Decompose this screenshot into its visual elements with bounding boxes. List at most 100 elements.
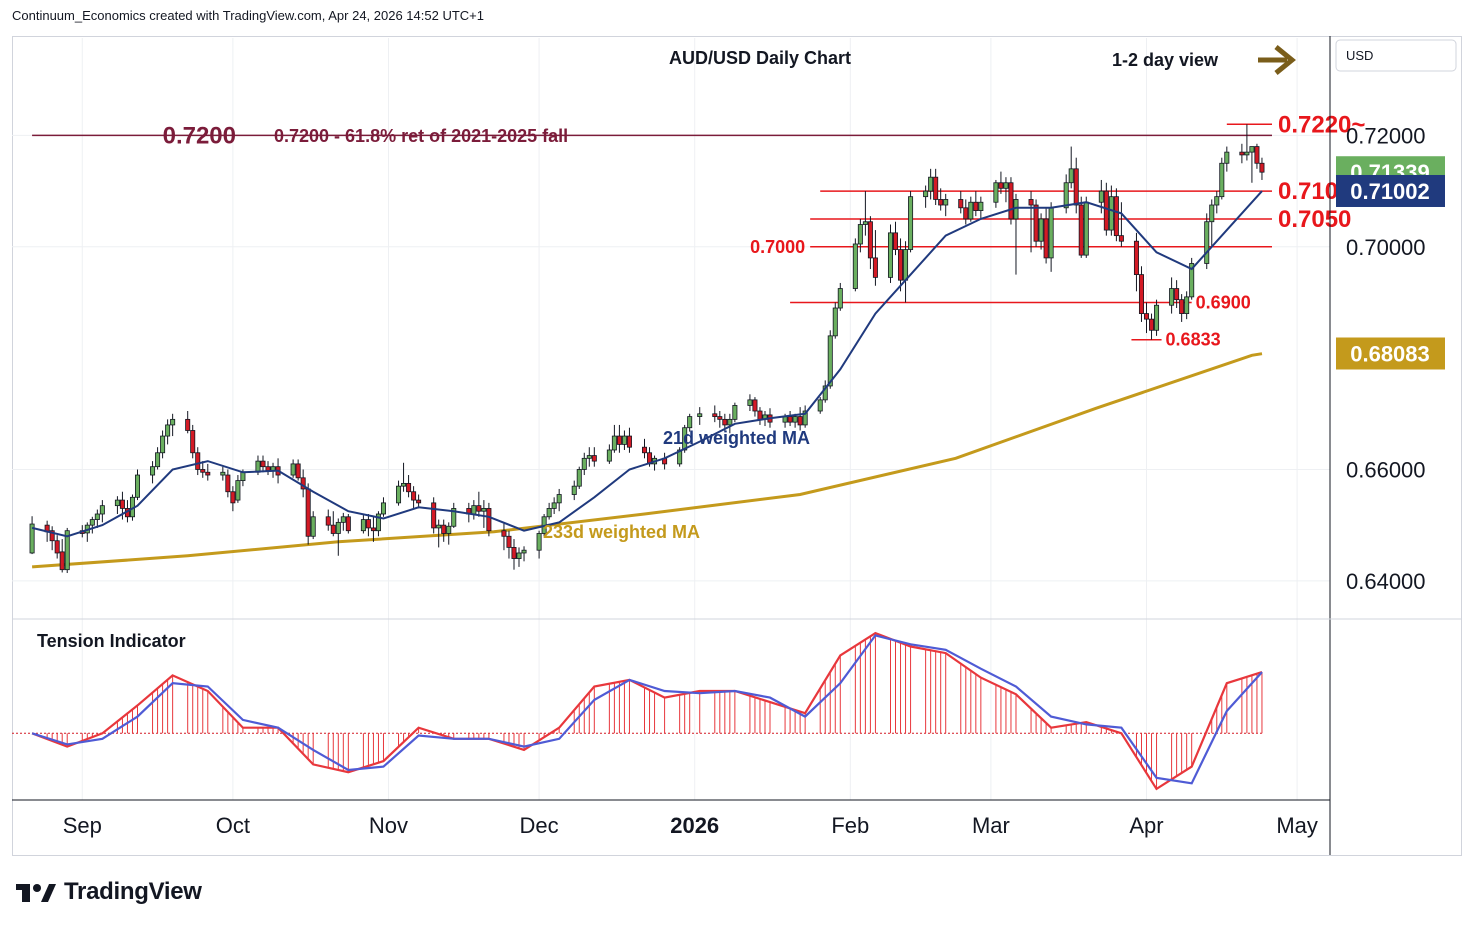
tension-slow-line xyxy=(31,634,1263,785)
candle-body xyxy=(1073,168,1079,206)
candle-body xyxy=(1133,240,1139,276)
candle-body xyxy=(185,418,191,431)
ma21-line xyxy=(31,190,1263,538)
candle-body xyxy=(802,410,808,426)
candle-body xyxy=(903,249,909,281)
candle-body xyxy=(586,455,592,459)
candle-body xyxy=(150,466,156,476)
candle-body xyxy=(340,516,346,523)
candle-body xyxy=(963,207,969,220)
candle-body xyxy=(797,416,803,426)
axes-layer: 0.72000 0.70000 0.66000 0.64000 Sep Oct Nov Dec… xyxy=(12,36,1462,855)
candle-body xyxy=(787,416,793,423)
candle-body xyxy=(1098,190,1104,203)
candle-body xyxy=(335,521,341,534)
x-tick-label: Oct xyxy=(216,813,250,838)
candle-body xyxy=(677,449,683,465)
ma233-label: 233d weighted MA xyxy=(543,522,700,542)
price-badge xyxy=(1336,174,1445,207)
candle-body xyxy=(998,182,1004,189)
y-tick-label: 0.64000 xyxy=(1346,569,1426,594)
x-tick-label: Apr xyxy=(1129,813,1163,838)
candle-body xyxy=(606,449,612,462)
candle-body xyxy=(441,524,447,534)
candle-body xyxy=(516,552,522,559)
candle-body xyxy=(1209,204,1215,223)
candle-body xyxy=(1068,168,1074,184)
candle-body xyxy=(792,416,798,423)
price-badge xyxy=(1336,337,1445,370)
level-06900-label: 0.6900 xyxy=(1196,292,1251,312)
candle-body xyxy=(546,508,552,518)
candle-body xyxy=(446,525,452,534)
currency-button[interactable]: USD xyxy=(1335,39,1457,72)
candle-body xyxy=(1048,207,1054,259)
level-06833-label: 0.6833 xyxy=(1166,330,1221,350)
candle-body xyxy=(436,524,442,529)
arrow-right-icon xyxy=(1258,45,1296,75)
x-tick-label: Mar xyxy=(972,813,1010,838)
candle-body xyxy=(642,446,648,454)
candle-body xyxy=(416,499,422,504)
tension-fast-line xyxy=(31,631,1263,791)
tradingview-logo[interactable]: TradingView xyxy=(16,878,202,906)
candle-body xyxy=(832,307,838,337)
candle-body xyxy=(1028,199,1034,206)
candle-body xyxy=(1144,313,1150,320)
candle-body xyxy=(621,435,627,445)
candle-body xyxy=(732,405,738,420)
candle-body xyxy=(1113,196,1119,237)
level-07200-label: 0.7200 xyxy=(163,122,236,149)
x-tick-label: Dec xyxy=(520,813,559,838)
candle-body xyxy=(380,502,386,515)
candle-body xyxy=(687,416,693,429)
tension-layer xyxy=(12,631,1263,791)
candle-body xyxy=(978,201,984,211)
candle-body xyxy=(752,399,758,412)
chart-title: AUD/USD Daily Chart xyxy=(669,48,851,68)
candle-body xyxy=(370,527,376,532)
candle-body xyxy=(230,491,236,504)
candle-body xyxy=(872,257,878,278)
candle-body xyxy=(1174,288,1180,301)
candle-body xyxy=(325,516,331,526)
candle-body xyxy=(923,190,929,198)
candle-body xyxy=(1239,151,1245,156)
candle-body xyxy=(1204,221,1210,264)
candle-body xyxy=(290,463,296,476)
candle-body xyxy=(401,482,407,487)
x-tick-label: Feb xyxy=(831,813,869,838)
candle-body xyxy=(165,424,171,437)
candle-body xyxy=(581,457,587,470)
candle-body xyxy=(310,516,316,537)
currency-label: USD xyxy=(1346,48,1373,63)
candle-body xyxy=(501,530,507,537)
candle-body xyxy=(1244,151,1250,156)
candle-body xyxy=(958,199,964,209)
candle-body xyxy=(1063,182,1069,209)
candle-body xyxy=(195,452,201,470)
candle-body xyxy=(852,243,858,289)
candle-body xyxy=(1259,162,1265,173)
candle-body xyxy=(471,505,477,515)
candle-body xyxy=(722,418,728,426)
candle-body xyxy=(1043,218,1049,259)
candle-body xyxy=(1254,146,1260,164)
x-tick-label: 2026 xyxy=(670,813,719,838)
candle-body xyxy=(54,540,60,554)
candle-body xyxy=(1224,151,1230,164)
candle-body xyxy=(411,491,417,501)
candle-body xyxy=(160,435,166,454)
tension-title: Tension Indicator xyxy=(37,631,186,651)
level-lines: 0.7200 0.7220~0.71000.70500.70000.69000.6… xyxy=(32,111,1365,350)
candle-body xyxy=(1184,296,1190,314)
y-tick-label: 0.72000 xyxy=(1346,123,1426,148)
candle-body xyxy=(406,482,412,493)
candle-body xyxy=(375,513,381,532)
candle-body xyxy=(365,519,371,529)
ma21-label: 21d weighted MA xyxy=(663,428,810,448)
candle-body xyxy=(170,418,176,426)
candle-body xyxy=(968,201,974,220)
candle-body xyxy=(908,196,914,250)
